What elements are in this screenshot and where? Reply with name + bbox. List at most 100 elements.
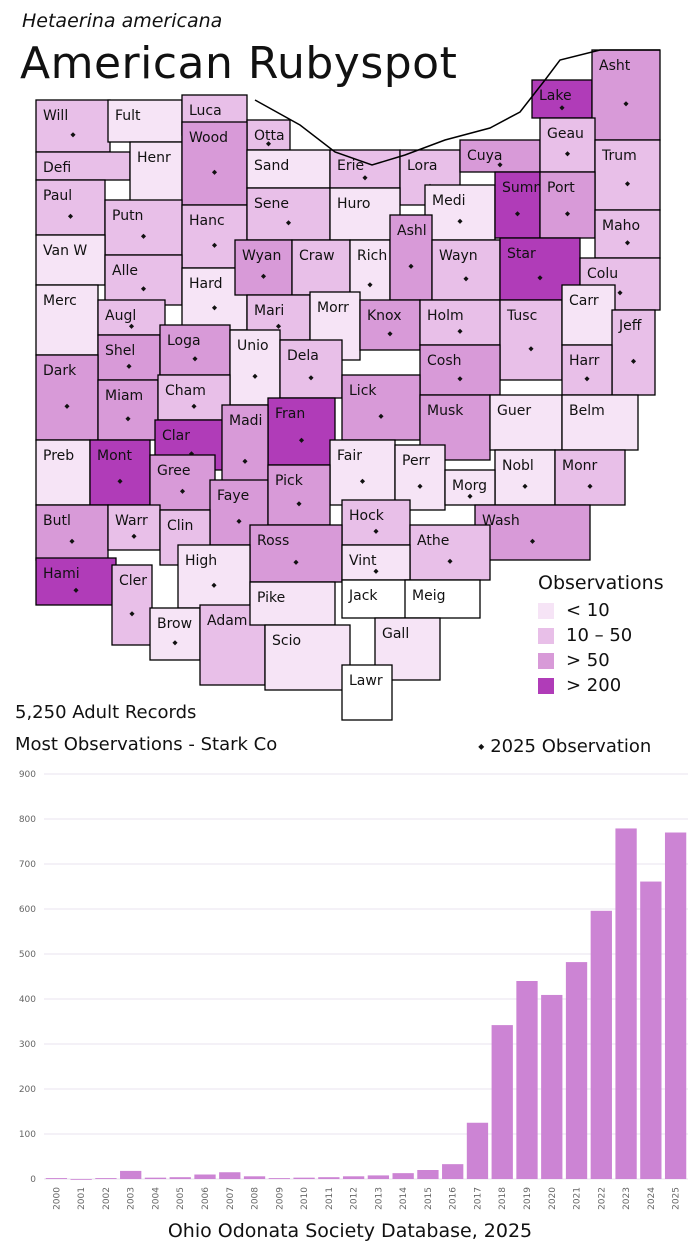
county-label: Merc — [43, 293, 77, 309]
observation-2025-marker — [275, 323, 282, 329]
legend-title: Observations — [538, 572, 664, 594]
bar-2001 — [70, 1179, 92, 1180]
legend-swatch — [538, 627, 554, 644]
county-erie: Erie — [329, 149, 401, 189]
county-label: Otta — [254, 128, 285, 144]
county-athe: Athe — [409, 524, 491, 581]
county-label: Guer — [497, 403, 531, 419]
observation-2025-marker — [296, 501, 302, 507]
bar-2002 — [95, 1178, 117, 1179]
county-trum: Trum — [594, 139, 661, 211]
county-label: Harr — [569, 353, 600, 369]
county-label: Morr — [317, 300, 349, 316]
x-tick-label: 2017 — [473, 1187, 483, 1210]
county-label: Will — [43, 108, 68, 124]
county-label: Maho — [602, 218, 640, 234]
observation-2025-marker — [179, 488, 186, 494]
observation-2025-marker — [457, 218, 463, 224]
county-label: Mari — [254, 303, 284, 319]
y-tick-label: 900 — [19, 770, 36, 780]
county-high: High — [177, 544, 251, 609]
bar-2000 — [45, 1178, 68, 1179]
observation-2025-marker — [367, 282, 373, 288]
bar-2020 — [541, 994, 563, 1179]
county-label: Fair — [337, 448, 362, 464]
x-tick-label: 2016 — [449, 1187, 459, 1210]
bar-2023 — [615, 828, 637, 1179]
county-merc: Merc — [35, 284, 99, 356]
county-label: Brow — [157, 616, 192, 632]
county-label: Nobl — [502, 458, 534, 474]
observation-2025-marker — [417, 483, 423, 489]
bar-2015 — [417, 1170, 439, 1179]
y-tick-label: 0 — [30, 1175, 36, 1185]
county-label: Meig — [412, 588, 445, 604]
county-label: Cler — [119, 573, 147, 589]
county-label: Clar — [162, 428, 190, 444]
county-morg: Morg — [444, 469, 496, 506]
observation-2025-marker — [242, 458, 248, 464]
observation-2025-marker — [529, 538, 536, 544]
observation-2025-marker — [463, 276, 469, 282]
county-label: Jack — [348, 588, 378, 604]
county-label: Port — [547, 180, 575, 196]
county-lick: Lick — [341, 374, 421, 441]
county-label: Fult — [115, 108, 141, 124]
county-geau: Geau — [539, 117, 596, 173]
county-alle: Alle — [104, 254, 183, 306]
county-belm: Belm — [561, 394, 639, 451]
y-tick-label: 200 — [19, 1085, 36, 1095]
legend-label: > 200 — [566, 675, 622, 696]
county-label: Geau — [547, 126, 584, 142]
county-label: Wood — [189, 130, 228, 146]
bar-2013 — [367, 1175, 390, 1179]
legend-label: < 10 — [566, 600, 610, 621]
observation-2025-marker — [192, 356, 198, 362]
legend-item: > 200 — [538, 673, 664, 698]
y-tick-label: 700 — [19, 860, 36, 870]
x-tick-label: 2024 — [647, 1187, 657, 1210]
x-tick-label: 2005 — [176, 1187, 186, 1210]
data-source: Ohio Odonata Society Database, 2025 — [167, 1220, 533, 1242]
scientific-name: Hetaerina americana — [22, 10, 223, 32]
county-label: Gall — [382, 626, 409, 642]
county-label: Carr — [569, 293, 599, 309]
observation-2025-marker — [387, 331, 393, 337]
county-label: Vint — [349, 553, 377, 569]
county-label: Hard — [189, 276, 223, 292]
observation-2025-marker — [67, 213, 74, 219]
bar-2010 — [293, 1177, 315, 1179]
county-vint: Vint — [341, 544, 411, 581]
observation-2025-marker — [359, 478, 366, 484]
county-label: Scio — [272, 633, 301, 649]
county-label: Paul — [43, 188, 72, 204]
yearly-observations-chart: 0 100 200 300 400 500 600 700 800 900 2000 2001 200… — [19, 770, 688, 1210]
county-craw: Craw — [291, 239, 351, 296]
bar-2009 — [268, 1178, 290, 1179]
observation-2025-marker — [70, 132, 76, 138]
county-hami: Hami — [35, 557, 117, 606]
county-dark: Dark — [35, 354, 99, 441]
x-tick-label: 2013 — [374, 1187, 384, 1210]
bar-2024 — [640, 881, 662, 1179]
county-perr: Perr — [394, 444, 446, 511]
observation-2025-marker — [128, 323, 135, 329]
county-label: Unio — [237, 338, 269, 354]
county-fran: Fran — [267, 397, 336, 466]
observation-2025-marker — [211, 305, 218, 311]
county-label: Wayn — [439, 248, 478, 264]
county-label: Rich — [357, 248, 387, 264]
county-scio: Scio — [264, 624, 351, 691]
county-label: Belm — [569, 403, 605, 419]
county-cler: Cler — [111, 564, 153, 646]
county-label: Perr — [402, 453, 430, 469]
county-label: Adam — [207, 613, 247, 629]
county-label: Mont — [97, 448, 133, 464]
county-label: Warr — [115, 513, 148, 529]
y-tick-label: 600 — [19, 905, 36, 915]
y-tick-label: 400 — [19, 995, 36, 1005]
observation-2025-marker — [497, 162, 503, 168]
observation-2025-marker — [630, 358, 637, 364]
legend-item: > 50 — [538, 648, 664, 673]
county-label: Holm — [427, 308, 464, 324]
